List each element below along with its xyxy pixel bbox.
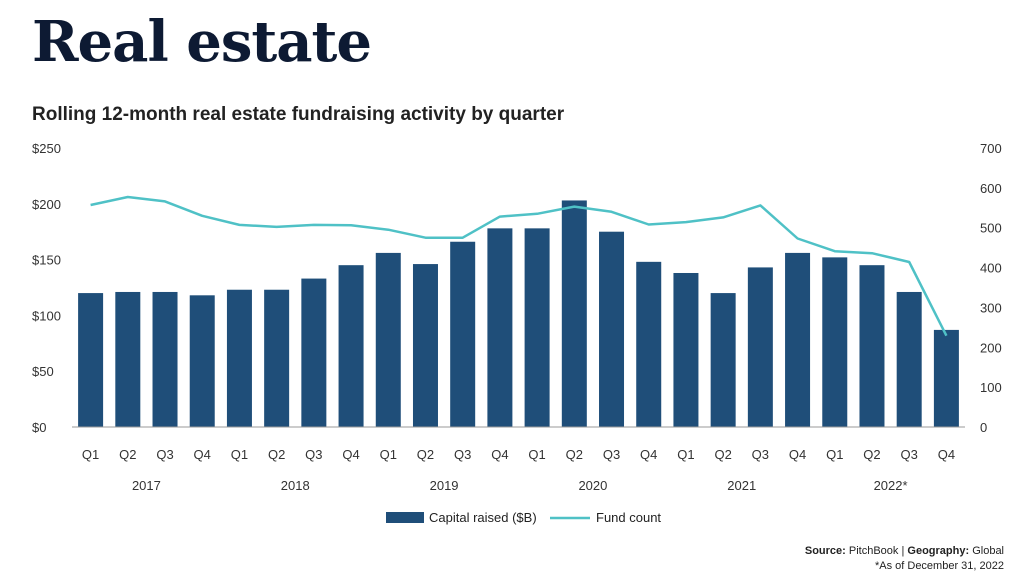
legend: Capital raised ($B) Fund count (386, 510, 661, 525)
year-label: 2022* (874, 478, 908, 493)
quarter-tick-label: Q2 (417, 447, 434, 462)
quarter-tick-label: Q2 (566, 447, 583, 462)
year-labels: 2017 2018 2019 2020 2021 2022* (132, 478, 908, 493)
capital-bar (450, 241, 476, 427)
right-axis-tick-label: 200 (980, 340, 1002, 355)
source-separator: | (901, 545, 905, 557)
quarter-tick-label: Q1 (380, 447, 397, 462)
quarter-tick-label: Q2 (268, 447, 285, 462)
left-axis-tick-label: $200 (32, 197, 61, 212)
capital-bar (673, 272, 699, 427)
quarter-tick-label: Q4 (491, 447, 508, 462)
fund-count-line (90, 195, 948, 337)
quarter-tick-label: Q4 (789, 447, 806, 462)
quarter-tick-label: Q3 (752, 447, 769, 462)
quarter-tick-label: Q4 (938, 447, 955, 462)
quarter-tick-label: Q1 (528, 447, 545, 462)
left-axis-tick-label: $150 (32, 253, 61, 268)
left-axis-tick-label: $0 (32, 420, 46, 435)
right-axis-tick-label: 100 (980, 380, 1002, 395)
left-axis-tick-label: $50 (32, 364, 54, 379)
capital-bar (152, 291, 178, 427)
capital-bar (785, 252, 811, 427)
right-axis-tick-label: 600 (980, 181, 1002, 196)
capital-bar (896, 291, 922, 427)
fund-count-polyline (90, 195, 948, 337)
capital-bar (487, 228, 513, 427)
left-axis-tick-label: $100 (32, 308, 61, 323)
quarter-tick-label: Q4 (640, 447, 657, 462)
year-label: 2020 (578, 478, 607, 493)
page-title: Real estate (32, 9, 372, 75)
year-label: 2018 (281, 478, 310, 493)
geography-label: Geography: (907, 545, 970, 557)
left-axis-ticks: $0 $50 $100 $150 $200 $250 (32, 141, 61, 435)
capital-bar (338, 265, 364, 427)
capital-bar (822, 257, 848, 427)
capital-bar (636, 261, 662, 427)
year-label: 2021 (727, 478, 756, 493)
legend-capital-label: Capital raised ($B) (429, 510, 537, 525)
right-axis-tick-label: 400 (980, 261, 1002, 276)
quarter-tick-label: Q3 (901, 447, 918, 462)
quarter-tick-label: Q3 (156, 447, 173, 462)
source-value: PitchBook (848, 545, 899, 557)
capital-bar (933, 329, 959, 427)
quarter-tick-label: Q4 (342, 447, 359, 462)
capital-bar (747, 267, 773, 427)
source-note: Source: PitchBook | Geography: Global *A… (805, 544, 1004, 574)
right-axis-tick-label: 300 (980, 300, 1002, 315)
capital-bar (301, 278, 327, 427)
right-axis-tick-label: 500 (980, 221, 1002, 236)
quarter-tick-label: Q4 (194, 447, 211, 462)
capital-bar (412, 264, 438, 427)
capital-bar (375, 252, 401, 427)
source-label: Source: (804, 545, 846, 557)
quarter-tick-label: Q3 (603, 447, 620, 462)
capital-bar (599, 231, 625, 427)
capital-bar (226, 289, 252, 427)
capital-bar (561, 200, 587, 427)
right-axis-tick-label: 0 (980, 420, 987, 435)
quarter-tick-label: Q3 (305, 447, 322, 462)
left-axis-tick-label: $250 (32, 141, 61, 156)
fundraising-chart: $0 $50 $100 $150 $200 $250 0 100 200 300 400 500 60… (32, 141, 1002, 525)
capital-raised-bars (78, 200, 959, 427)
quarter-tick-label: Q1 (826, 447, 843, 462)
right-axis-tick-label: 700 (980, 141, 1002, 156)
capital-bar (710, 293, 736, 427)
quarter-tick-label: Q2 (714, 447, 731, 462)
right-axis-ticks: 0 100 200 300 400 500 600 700 (980, 141, 1002, 435)
capital-bar (264, 289, 290, 427)
quarter-tick-label: Q3 (454, 447, 471, 462)
geography-value: Global (972, 545, 1004, 557)
quarter-tick-label: Q2 (863, 447, 880, 462)
quarter-tick-label: Q1 (231, 447, 248, 462)
chart-subtitle: Rolling 12-month real estate fundraising… (32, 104, 565, 125)
year-label: 2019 (430, 478, 459, 493)
quarter-tick-label: Q2 (119, 447, 136, 462)
quarter-tick-labels: Q1 Q2 Q3 Q4 Q1 Q2 Q3 Q4 Q1 Q2 Q3 Q4 Q1 Q2 Q3 Q4 Q1 Q2 Q3 Q4… (82, 447, 955, 462)
capital-bar (78, 293, 104, 427)
quarter-tick-label: Q1 (677, 447, 694, 462)
capital-bar (115, 291, 141, 427)
legend-capital-swatch (386, 512, 424, 523)
capital-bar (189, 295, 215, 427)
as-of-note: *As of December 31, 2022 (874, 560, 1004, 572)
year-label: 2017 (132, 478, 161, 493)
capital-bar (859, 265, 885, 427)
legend-fund-count-label: Fund count (596, 510, 661, 525)
capital-bar (524, 228, 550, 427)
quarter-tick-label: Q1 (82, 447, 99, 462)
